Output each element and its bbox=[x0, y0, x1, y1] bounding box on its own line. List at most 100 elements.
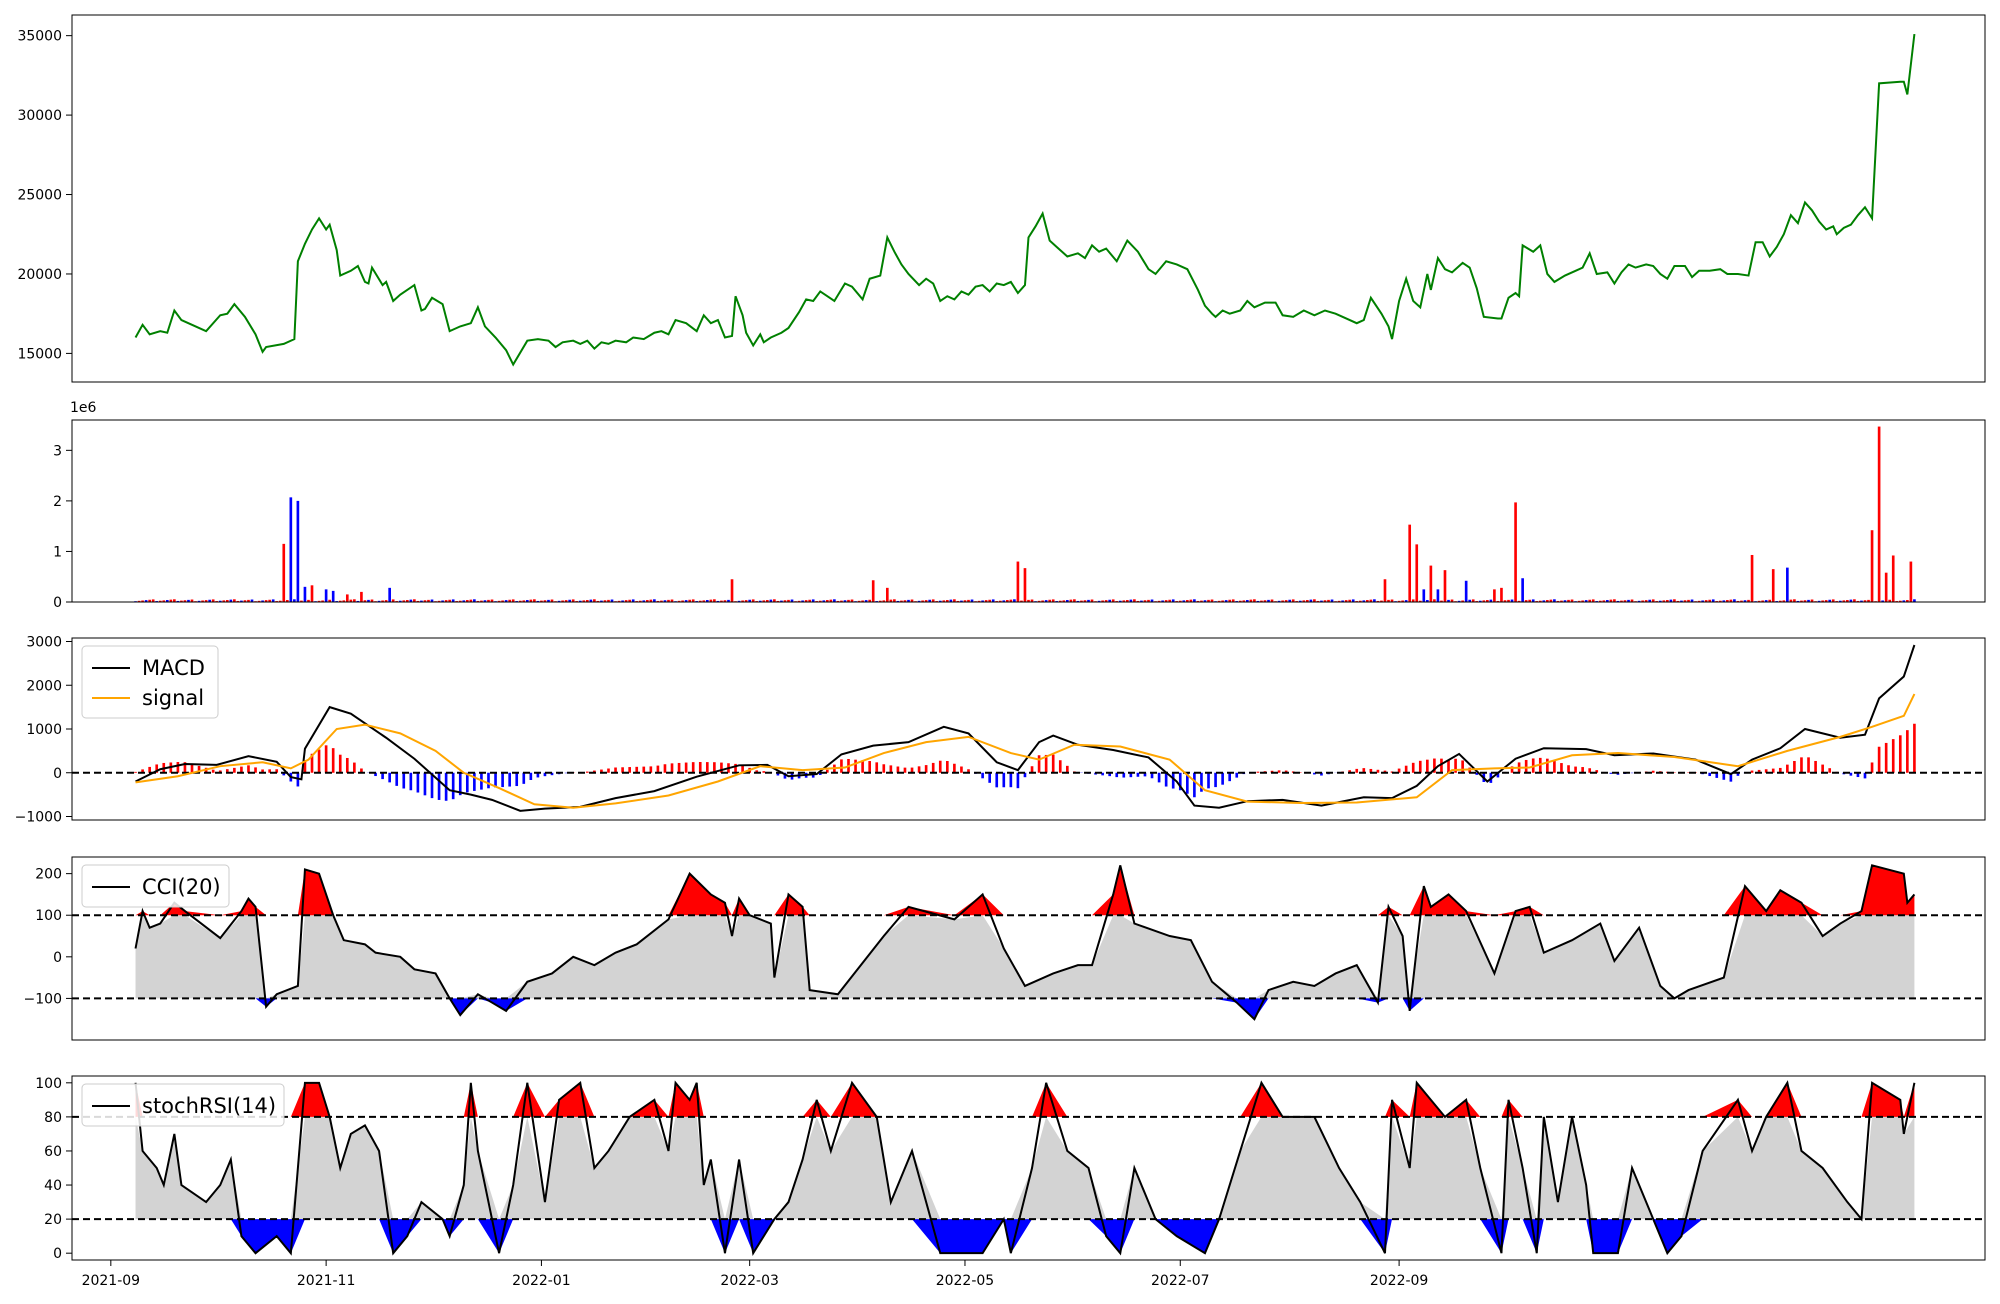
price-ytick-label: 30000 bbox=[17, 108, 62, 124]
macd-histogram-bar bbox=[318, 750, 321, 773]
macd-histogram-bar bbox=[1821, 765, 1824, 773]
macd-histogram-bar bbox=[882, 764, 885, 772]
macd-histogram-bar bbox=[247, 765, 250, 772]
macd-histogram-bar bbox=[1722, 773, 1725, 780]
cci-ytick-label: 100 bbox=[35, 908, 62, 924]
volume-bar bbox=[731, 579, 734, 602]
macd-histogram-bar bbox=[657, 766, 660, 773]
cci-oversold-fill bbox=[136, 998, 1915, 1019]
volume-bar bbox=[1415, 544, 1418, 602]
macd-histogram-bar bbox=[1610, 773, 1613, 774]
macd-histogram-bar bbox=[678, 763, 681, 773]
cci-ytick-label: 0 bbox=[53, 950, 62, 966]
macd-legend-label: signal bbox=[142, 686, 204, 710]
stochrsi-overbought-fill bbox=[136, 1083, 1915, 1117]
macd-histogram-bar bbox=[1708, 773, 1711, 776]
macd-histogram-bar bbox=[233, 768, 236, 773]
macd-histogram-bar bbox=[904, 768, 907, 773]
macd-histogram-bar bbox=[664, 764, 667, 773]
macd-histogram-bar bbox=[1807, 757, 1810, 772]
stochrsi-ytick-label: 0 bbox=[53, 1246, 62, 1262]
macd-histogram-bar bbox=[212, 770, 215, 773]
macd-histogram-bar bbox=[1228, 773, 1231, 781]
macd-histogram-bar bbox=[586, 772, 589, 773]
macd-histogram-bar bbox=[875, 762, 878, 772]
stochrsi-ytick-label: 100 bbox=[35, 1076, 62, 1092]
macd-histogram-bar bbox=[1214, 773, 1217, 787]
macd-histogram-bar bbox=[890, 765, 893, 772]
macd-histogram-bar bbox=[953, 764, 956, 773]
volume-bar bbox=[1885, 573, 1888, 602]
macd-histogram-bar bbox=[1221, 773, 1224, 785]
macd-histogram-bar bbox=[325, 745, 328, 772]
macd-histogram-bar bbox=[522, 773, 525, 784]
macd-histogram-bar bbox=[1546, 759, 1549, 773]
x-tick-label: 2022-07 bbox=[1151, 1273, 1210, 1289]
stochrsi-ytick-label: 20 bbox=[44, 1212, 62, 1228]
volume-bar bbox=[1521, 578, 1524, 602]
macd-histogram-bar bbox=[1059, 760, 1062, 773]
macd-histogram-bar bbox=[1412, 763, 1415, 773]
macd-histogram-bar bbox=[762, 771, 765, 773]
volume-ytick-label: 1 bbox=[53, 544, 62, 560]
macd-histogram-bar bbox=[1814, 761, 1817, 773]
macd-histogram-bar bbox=[515, 773, 518, 786]
volume-bar bbox=[1772, 569, 1775, 602]
macd-histogram-bar bbox=[417, 773, 420, 793]
macd-histogram-bar bbox=[332, 748, 335, 773]
volume-bar bbox=[282, 544, 285, 602]
macd-ytick-label: 0 bbox=[53, 766, 62, 782]
macd-histogram-bar bbox=[1899, 735, 1902, 772]
macd-histogram-bar bbox=[995, 773, 998, 788]
volume-ytick-label: 3 bbox=[53, 443, 62, 459]
volume-bar bbox=[1878, 427, 1881, 602]
cci-legend-label: CCI(20) bbox=[142, 875, 221, 899]
macd-histogram-bar bbox=[1786, 765, 1789, 773]
macd-histogram-bar bbox=[1892, 739, 1895, 773]
macd-histogram-bar bbox=[388, 773, 391, 783]
macd-histogram-bar bbox=[177, 762, 180, 773]
macd-histogram-bar bbox=[1419, 761, 1422, 773]
macd-histogram-bar bbox=[1278, 770, 1281, 772]
price-ytick-label: 35000 bbox=[17, 29, 62, 45]
macd-histogram-bar bbox=[1010, 773, 1013, 787]
macd-histogram-bar bbox=[395, 773, 398, 786]
macd-ytick-label: 3000 bbox=[26, 635, 62, 651]
macd-histogram-bar bbox=[1052, 755, 1055, 773]
volume-bar bbox=[1493, 589, 1496, 602]
volume-bar bbox=[332, 591, 335, 602]
macd-histogram-bar bbox=[1878, 747, 1881, 773]
volume-bar bbox=[1786, 568, 1789, 602]
macd-histogram-bar bbox=[410, 773, 413, 791]
volume-bar bbox=[304, 587, 307, 602]
volume-bar bbox=[1408, 525, 1411, 602]
macd-histogram-bar bbox=[438, 773, 441, 800]
macd-histogram-bar bbox=[1800, 757, 1803, 772]
cci-overbought-fill bbox=[136, 865, 1915, 915]
volume-bar bbox=[1437, 589, 1440, 602]
macd-histogram-bar bbox=[424, 773, 427, 796]
stochrsi-legend-label: stochRSI(14) bbox=[142, 1094, 276, 1118]
volume-bar bbox=[1017, 562, 1020, 602]
volume-bar bbox=[1892, 555, 1895, 602]
volume-exponent-label: 1e6 bbox=[70, 400, 97, 416]
macd-histogram-bar bbox=[1137, 773, 1140, 777]
macd-histogram-bar bbox=[134, 772, 137, 773]
volume-bar bbox=[388, 588, 391, 602]
macd-histogram-bar bbox=[981, 773, 984, 779]
macd-histogram-bar bbox=[932, 763, 935, 773]
macd-histogram-bar bbox=[508, 773, 511, 787]
macd-histogram-bar bbox=[607, 769, 610, 773]
macd-histogram-bar bbox=[1066, 766, 1069, 773]
macd-histogram-bar bbox=[1038, 755, 1041, 773]
macd-series-line bbox=[136, 645, 1915, 811]
macd-histogram-bar bbox=[706, 762, 709, 773]
volume-bar bbox=[346, 594, 349, 602]
macd-histogram-bar bbox=[840, 759, 843, 772]
macd-histogram-bar bbox=[1355, 769, 1358, 773]
macd-histogram-bar bbox=[1553, 761, 1556, 773]
macd-histogram-bar bbox=[692, 762, 695, 773]
volume-bar bbox=[1910, 562, 1913, 602]
macd-histogram-bar bbox=[685, 763, 688, 773]
